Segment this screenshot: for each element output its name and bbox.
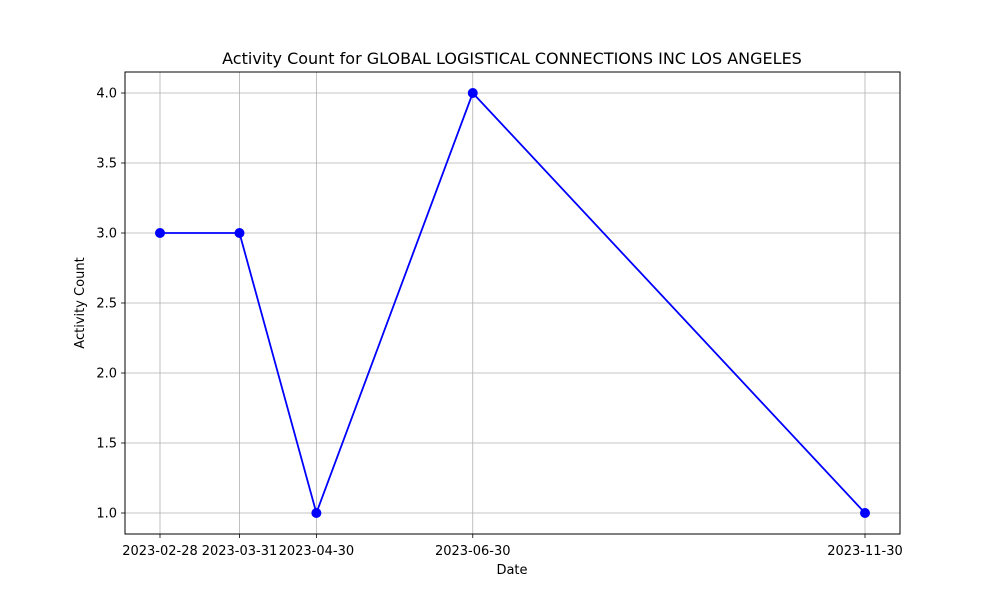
data-point-marker bbox=[860, 508, 870, 518]
y-axis-label: Activity Count bbox=[73, 257, 88, 348]
x-tick-label: 2023-11-30 bbox=[827, 544, 903, 559]
x-axis-ticks: 2023-02-28 2023-03-31 2023-04-30 2023-06-30… bbox=[122, 534, 903, 559]
x-tick-label: 2023-06-30 bbox=[435, 544, 511, 559]
series-layer bbox=[155, 88, 870, 518]
data-point-marker bbox=[155, 228, 165, 238]
x-tick-label: 2023-04-30 bbox=[279, 544, 355, 559]
x-tick-label: 2023-02-28 bbox=[122, 544, 198, 559]
data-point-marker bbox=[311, 508, 322, 518]
y-tick-label: 1.5 bbox=[96, 437, 117, 452]
y-axis-ticks: 1.0 1.5 2.0 2.5 3.0 3.5 4.0 bbox=[96, 87, 125, 522]
data-point-marker bbox=[234, 228, 245, 238]
data-point-marker bbox=[467, 88, 478, 98]
y-tick-label: 3.0 bbox=[96, 227, 117, 242]
grid bbox=[125, 72, 900, 534]
y-tick-label: 2.5 bbox=[96, 297, 117, 312]
x-tick-label: 2023-03-31 bbox=[202, 544, 278, 559]
y-tick-label: 4.0 bbox=[96, 87, 117, 102]
y-tick-label: 3.5 bbox=[96, 157, 117, 172]
chart-title: Activity Count for GLOBAL LOGISTICAL CON… bbox=[222, 49, 802, 68]
x-axis-label: Date bbox=[496, 563, 527, 578]
y-tick-label: 2.0 bbox=[96, 367, 117, 382]
y-tick-label: 1.0 bbox=[96, 507, 117, 522]
